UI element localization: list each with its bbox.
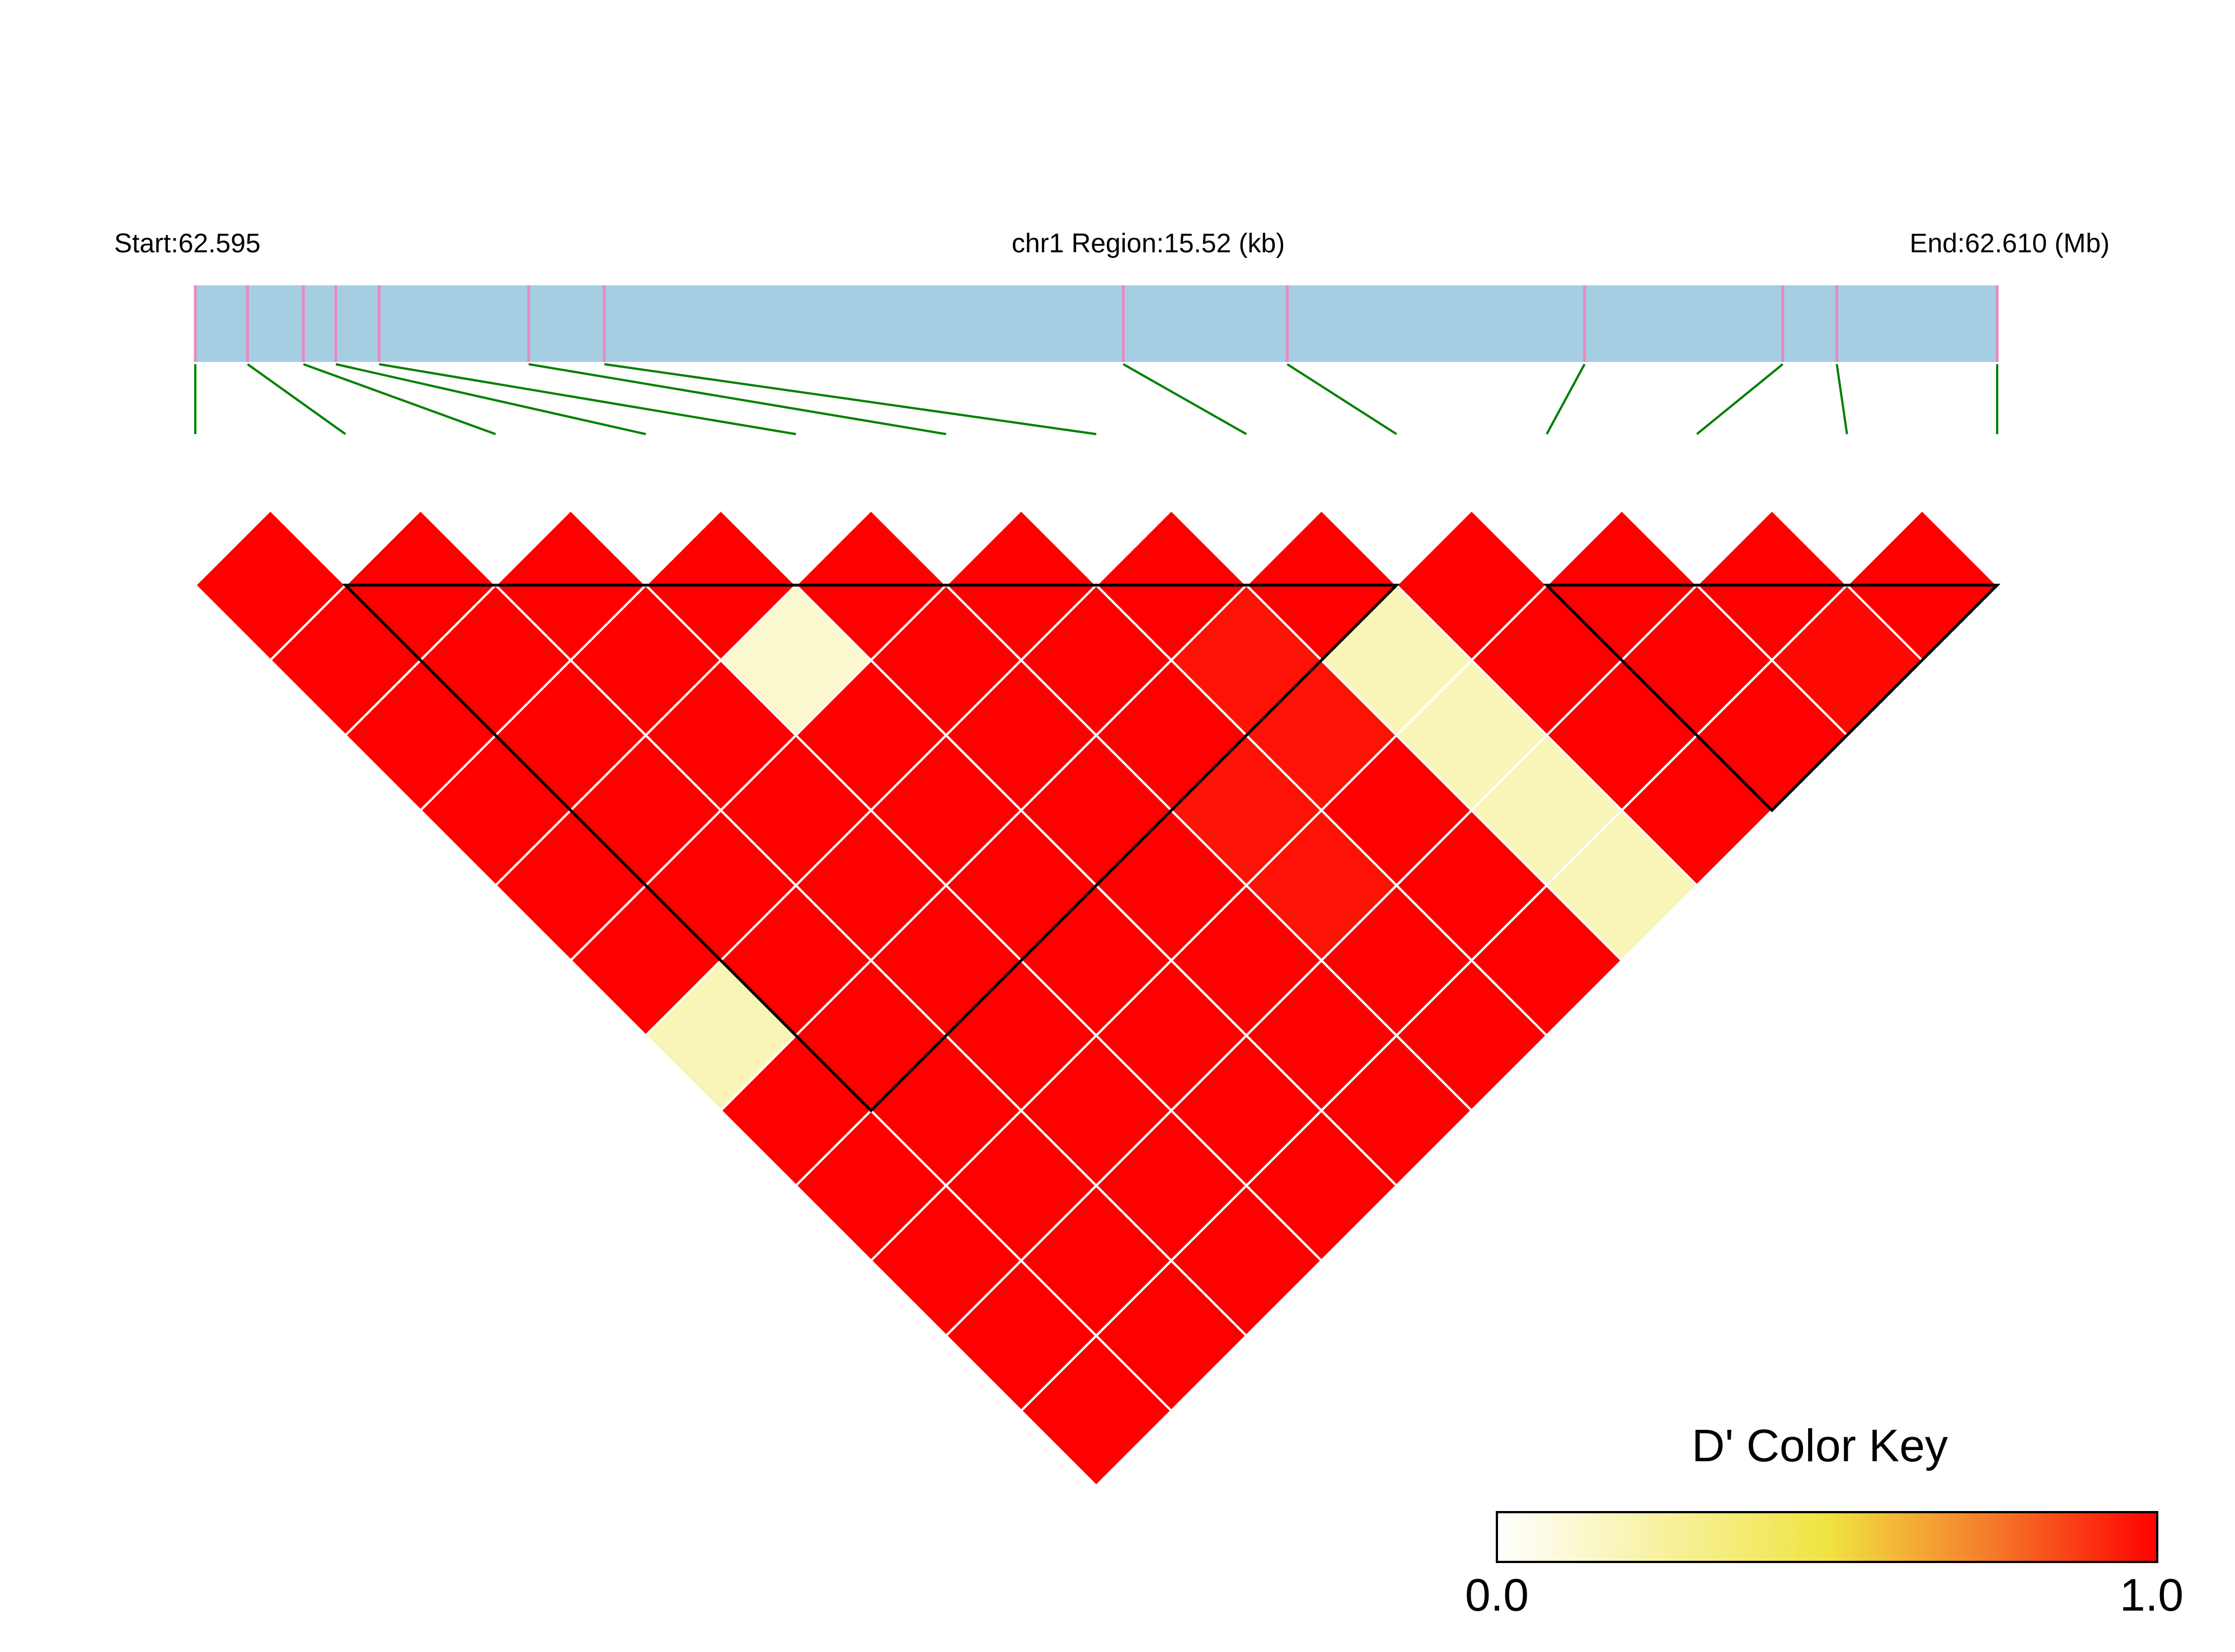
color-key-max-label: 1.0 [2120,1570,2184,1621]
snp-connector [1123,363,1247,435]
region-end-label: End:62.610 (Mb) [1909,229,2110,258]
snp-connector [1835,364,1848,435]
snp-connector-lines [194,363,1998,435]
region-start-label: Start:62.595 [114,229,261,258]
haplotype-block-outline [1543,583,2001,813]
color-key-title: D' Color Key [1692,1420,1948,1471]
region-center-label: chr1 Region:15.52 (kb) [1012,229,1285,258]
snp-connector [528,363,946,435]
snp-connector [335,363,646,435]
snp-connector [604,363,1097,435]
snp-connector [1286,363,1397,435]
color-key-min-label: 0.0 [1465,1570,1529,1621]
color-key-gradient-bar [1496,1511,2158,1563]
snp-connector [247,363,346,435]
haplotype-block-outline [342,583,1400,1113]
snp-connector [1696,363,1784,435]
haplotype-blocks [342,583,2001,1113]
snp-connector [1546,364,1586,435]
chromosome-region-track [195,285,1997,362]
snp-connector [379,363,796,435]
snp-connector [303,363,496,435]
snp-position-ticks [194,285,1999,362]
ld-cells [194,509,1999,1488]
